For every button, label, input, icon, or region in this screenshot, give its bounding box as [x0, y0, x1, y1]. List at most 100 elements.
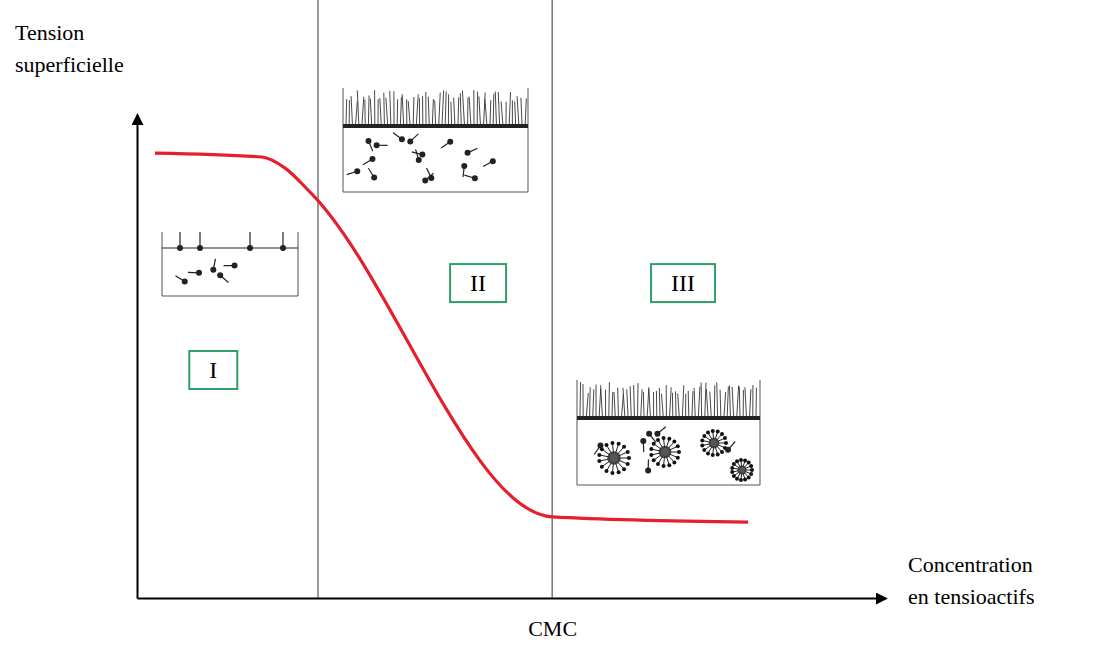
micelle-head — [597, 459, 601, 463]
micelle-head — [747, 475, 751, 479]
molecule-tail — [743, 390, 744, 416]
molecule-head — [280, 245, 286, 251]
molecule-tail — [428, 97, 430, 124]
dividers — [318, 0, 552, 598]
molecule-tail — [364, 100, 365, 124]
annotation-box — [189, 351, 237, 389]
molecule-tail — [357, 90, 359, 124]
micelle-head — [743, 478, 747, 482]
molecule-tail — [498, 92, 499, 124]
micelle-head — [667, 437, 671, 441]
molecule-tail — [351, 96, 352, 124]
micelle-head — [610, 441, 614, 445]
molecule-head — [366, 138, 372, 144]
plot-area — [155, 153, 748, 522]
molecule-tail — [408, 101, 410, 124]
molecule-head — [210, 267, 216, 273]
x-tick-label: CMC — [528, 616, 577, 641]
molecule-tail — [370, 99, 371, 124]
annotations: IIIIII — [189, 264, 715, 389]
micelle-head — [743, 458, 747, 462]
molecule-tail — [605, 390, 606, 416]
surface-layer — [577, 416, 760, 420]
molecule-tail — [525, 98, 526, 124]
molecule-tail — [477, 92, 478, 124]
micelle-head — [747, 461, 751, 465]
inset-frame — [577, 380, 760, 485]
micelle-head — [626, 450, 630, 454]
molecule-tail — [493, 94, 495, 124]
molecule-tail — [727, 387, 728, 416]
micelle-head — [610, 471, 614, 475]
molecule-head — [354, 168, 360, 174]
molecule-tail — [599, 389, 601, 416]
micelle-head — [720, 432, 724, 436]
micelle-head — [600, 465, 604, 469]
molecule-tail — [582, 384, 583, 416]
molecule-tail — [643, 392, 645, 416]
molecule-tail — [439, 93, 440, 124]
chart: CMCTensionsuperficielleConcentrationen t… — [0, 0, 1120, 654]
molecule-head — [217, 272, 223, 278]
molecule-head — [371, 175, 377, 181]
micelle-head — [732, 462, 736, 466]
molecule-tail — [422, 96, 423, 124]
molecule-tail — [454, 98, 455, 124]
molecule-tail — [661, 394, 663, 416]
molecule-tail — [506, 102, 507, 124]
molecule-head — [182, 279, 188, 285]
micelle-head — [605, 443, 609, 447]
molecule-tail — [617, 388, 619, 416]
molecule-tail — [647, 389, 649, 416]
molecule-tail — [682, 385, 683, 416]
molecule-tail — [509, 92, 510, 124]
molecule-tail — [495, 92, 496, 124]
micelle-head — [617, 470, 621, 474]
y-axis — [137, 116, 138, 599]
micelle-head — [750, 468, 754, 472]
molecule-tail — [425, 92, 426, 124]
micelle-head — [706, 431, 710, 435]
molecule-tail — [406, 99, 407, 124]
micelle-head — [730, 470, 734, 474]
x-tick: CMC — [528, 598, 577, 641]
molecule-tail — [641, 389, 642, 416]
molecule-tail — [450, 102, 452, 124]
molecule-tail — [402, 94, 403, 124]
molecule-tail — [356, 101, 358, 124]
micelle-head — [656, 462, 660, 466]
molecule-head — [419, 152, 425, 158]
molecule-tail — [346, 99, 348, 124]
micelle-head — [597, 453, 601, 457]
molecule-head — [645, 468, 651, 474]
micelle-head — [749, 472, 753, 476]
molecule-tail — [586, 393, 588, 416]
micelle-head — [617, 442, 621, 446]
molecule-tail — [589, 387, 591, 416]
molecule-tail — [675, 391, 676, 416]
molecule-tail — [614, 392, 615, 416]
molecule-head — [654, 431, 660, 437]
inset — [343, 88, 528, 192]
y-axis-title: Tensionsuperficielle — [15, 20, 124, 77]
micelle-head — [622, 467, 626, 471]
molecule-tail — [517, 96, 519, 124]
micelle-head — [723, 436, 727, 440]
molecule-tail — [710, 391, 711, 416]
molecule-tail — [653, 392, 654, 416]
molecule-tail — [416, 94, 418, 124]
molecule-tail — [659, 388, 661, 416]
molecule-tail — [698, 386, 700, 416]
micelle-head — [735, 477, 739, 481]
molecule-tail — [434, 100, 436, 124]
molecule-tail — [448, 94, 449, 124]
region-label: III — [671, 270, 695, 296]
molecule-head — [646, 431, 652, 437]
micelle-head — [716, 452, 720, 456]
molecule-tail — [670, 387, 672, 416]
molecule-tail — [397, 99, 398, 124]
micelle-head — [739, 478, 743, 482]
region-divider — [552, 0, 553, 598]
micelle-head — [667, 463, 671, 467]
micelle-head — [730, 466, 734, 470]
